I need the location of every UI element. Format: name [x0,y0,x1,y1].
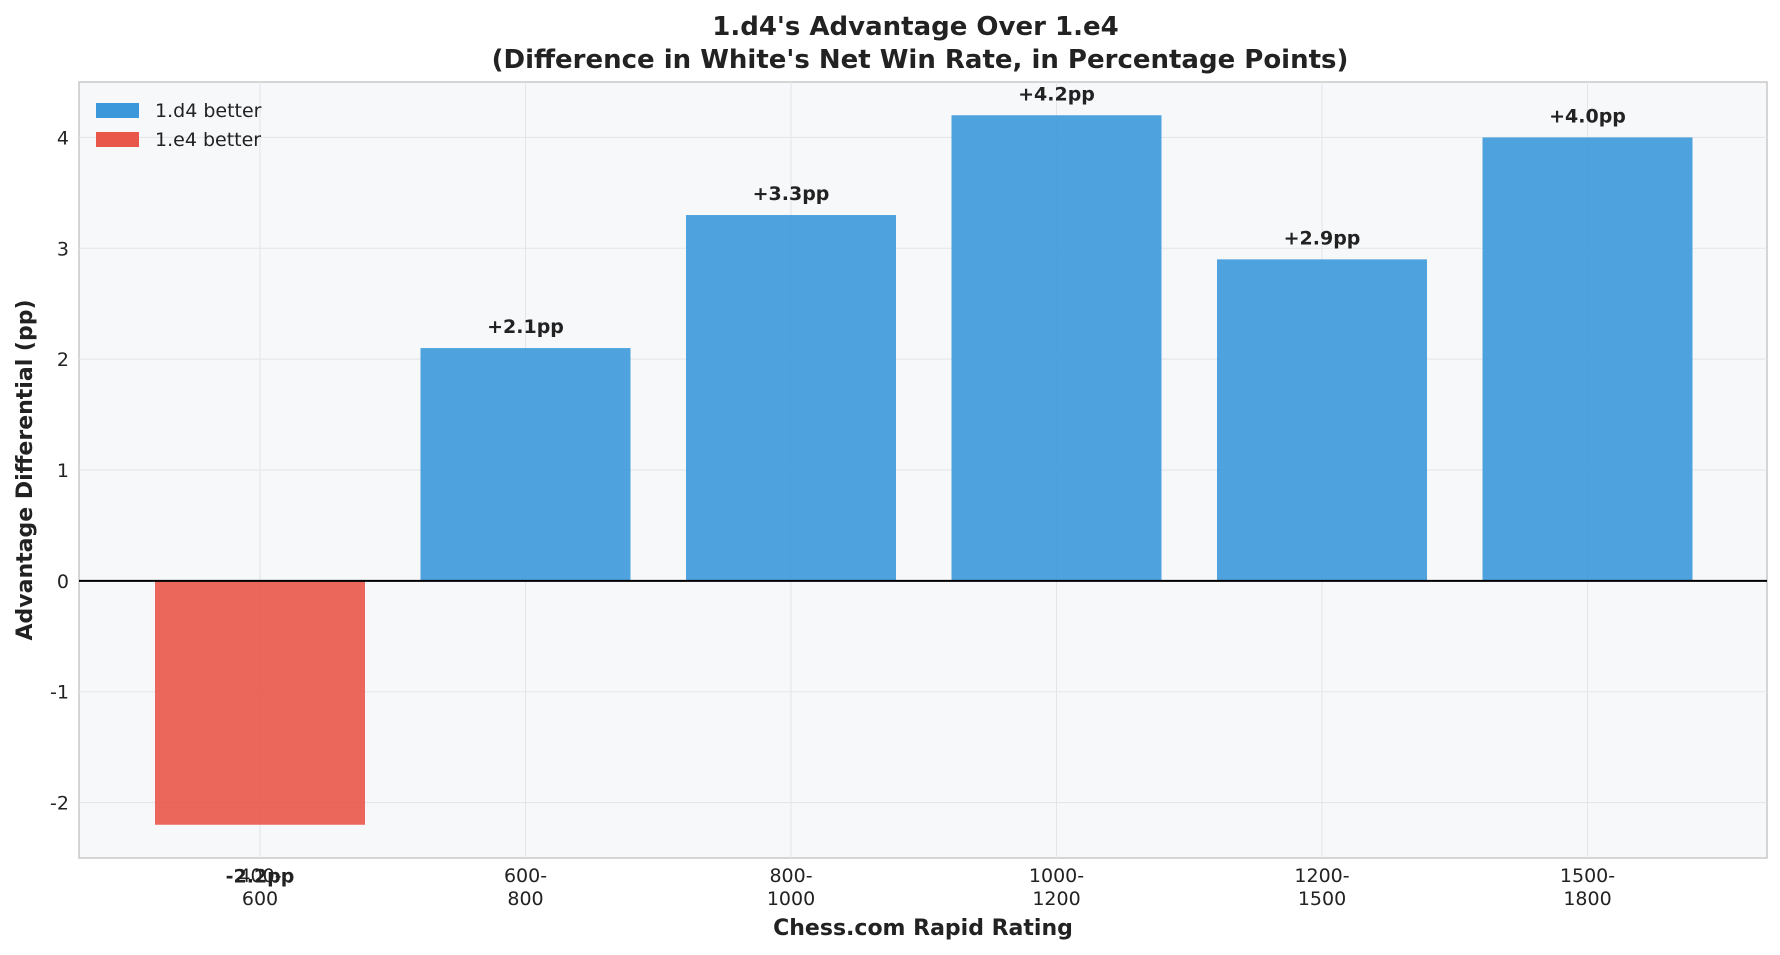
legend-swatch-d4 [96,103,139,118]
legend-label-d4: 1.d4 better [155,100,262,122]
bar [1217,259,1427,581]
y-tick-label: 2 [57,349,69,371]
chart-title-line-2: (Difference in White's Net Win Rate, in … [492,45,1349,75]
legend-label-e4: 1.e4 better [155,129,261,151]
x-axis-label: Chess.com Rapid Rating [773,916,1073,941]
x-tick-label: 800-1000 [767,865,815,910]
chart-title: 1.d4's Advantage Over 1.e4 (Difference i… [492,12,1349,75]
y-axis-label: Advantage Differential (pp) [13,300,38,641]
x-tick-label: 1000-1200 [1029,865,1084,910]
bar-data-label: +4.2pp [1018,83,1095,105]
bar [155,580,365,825]
legend: 1.d4 better 1.e4 better [96,100,262,151]
bar-data-label: +3.3pp [753,183,830,205]
bar-data-label: +2.9pp [1284,227,1361,249]
y-tick-label: 4 [57,127,69,149]
legend-swatch-e4 [96,132,139,147]
x-tick-label: 1200-1500 [1294,865,1349,910]
bar [686,215,896,581]
bar [951,115,1162,581]
bar [1482,137,1693,581]
y-tick-label: 1 [57,460,69,482]
y-tick-label: 3 [57,238,69,260]
y-tick-label: -2 [50,793,69,815]
x-tick-label: 600-800 [504,865,547,910]
bar-data-label: +2.1pp [487,316,564,338]
x-tick-label: 1500-1800 [1560,865,1615,910]
y-tick-label: 0 [57,571,69,593]
bar [420,348,631,581]
chart-title-line-1: 1.d4's Advantage Over 1.e4 [712,12,1118,42]
x-tick-label: 400-600 [238,865,281,910]
bar-data-label: -2.2pp [226,866,295,888]
bar-data-label: +4.0pp [1549,105,1626,127]
y-tick-label: -1 [50,682,69,704]
